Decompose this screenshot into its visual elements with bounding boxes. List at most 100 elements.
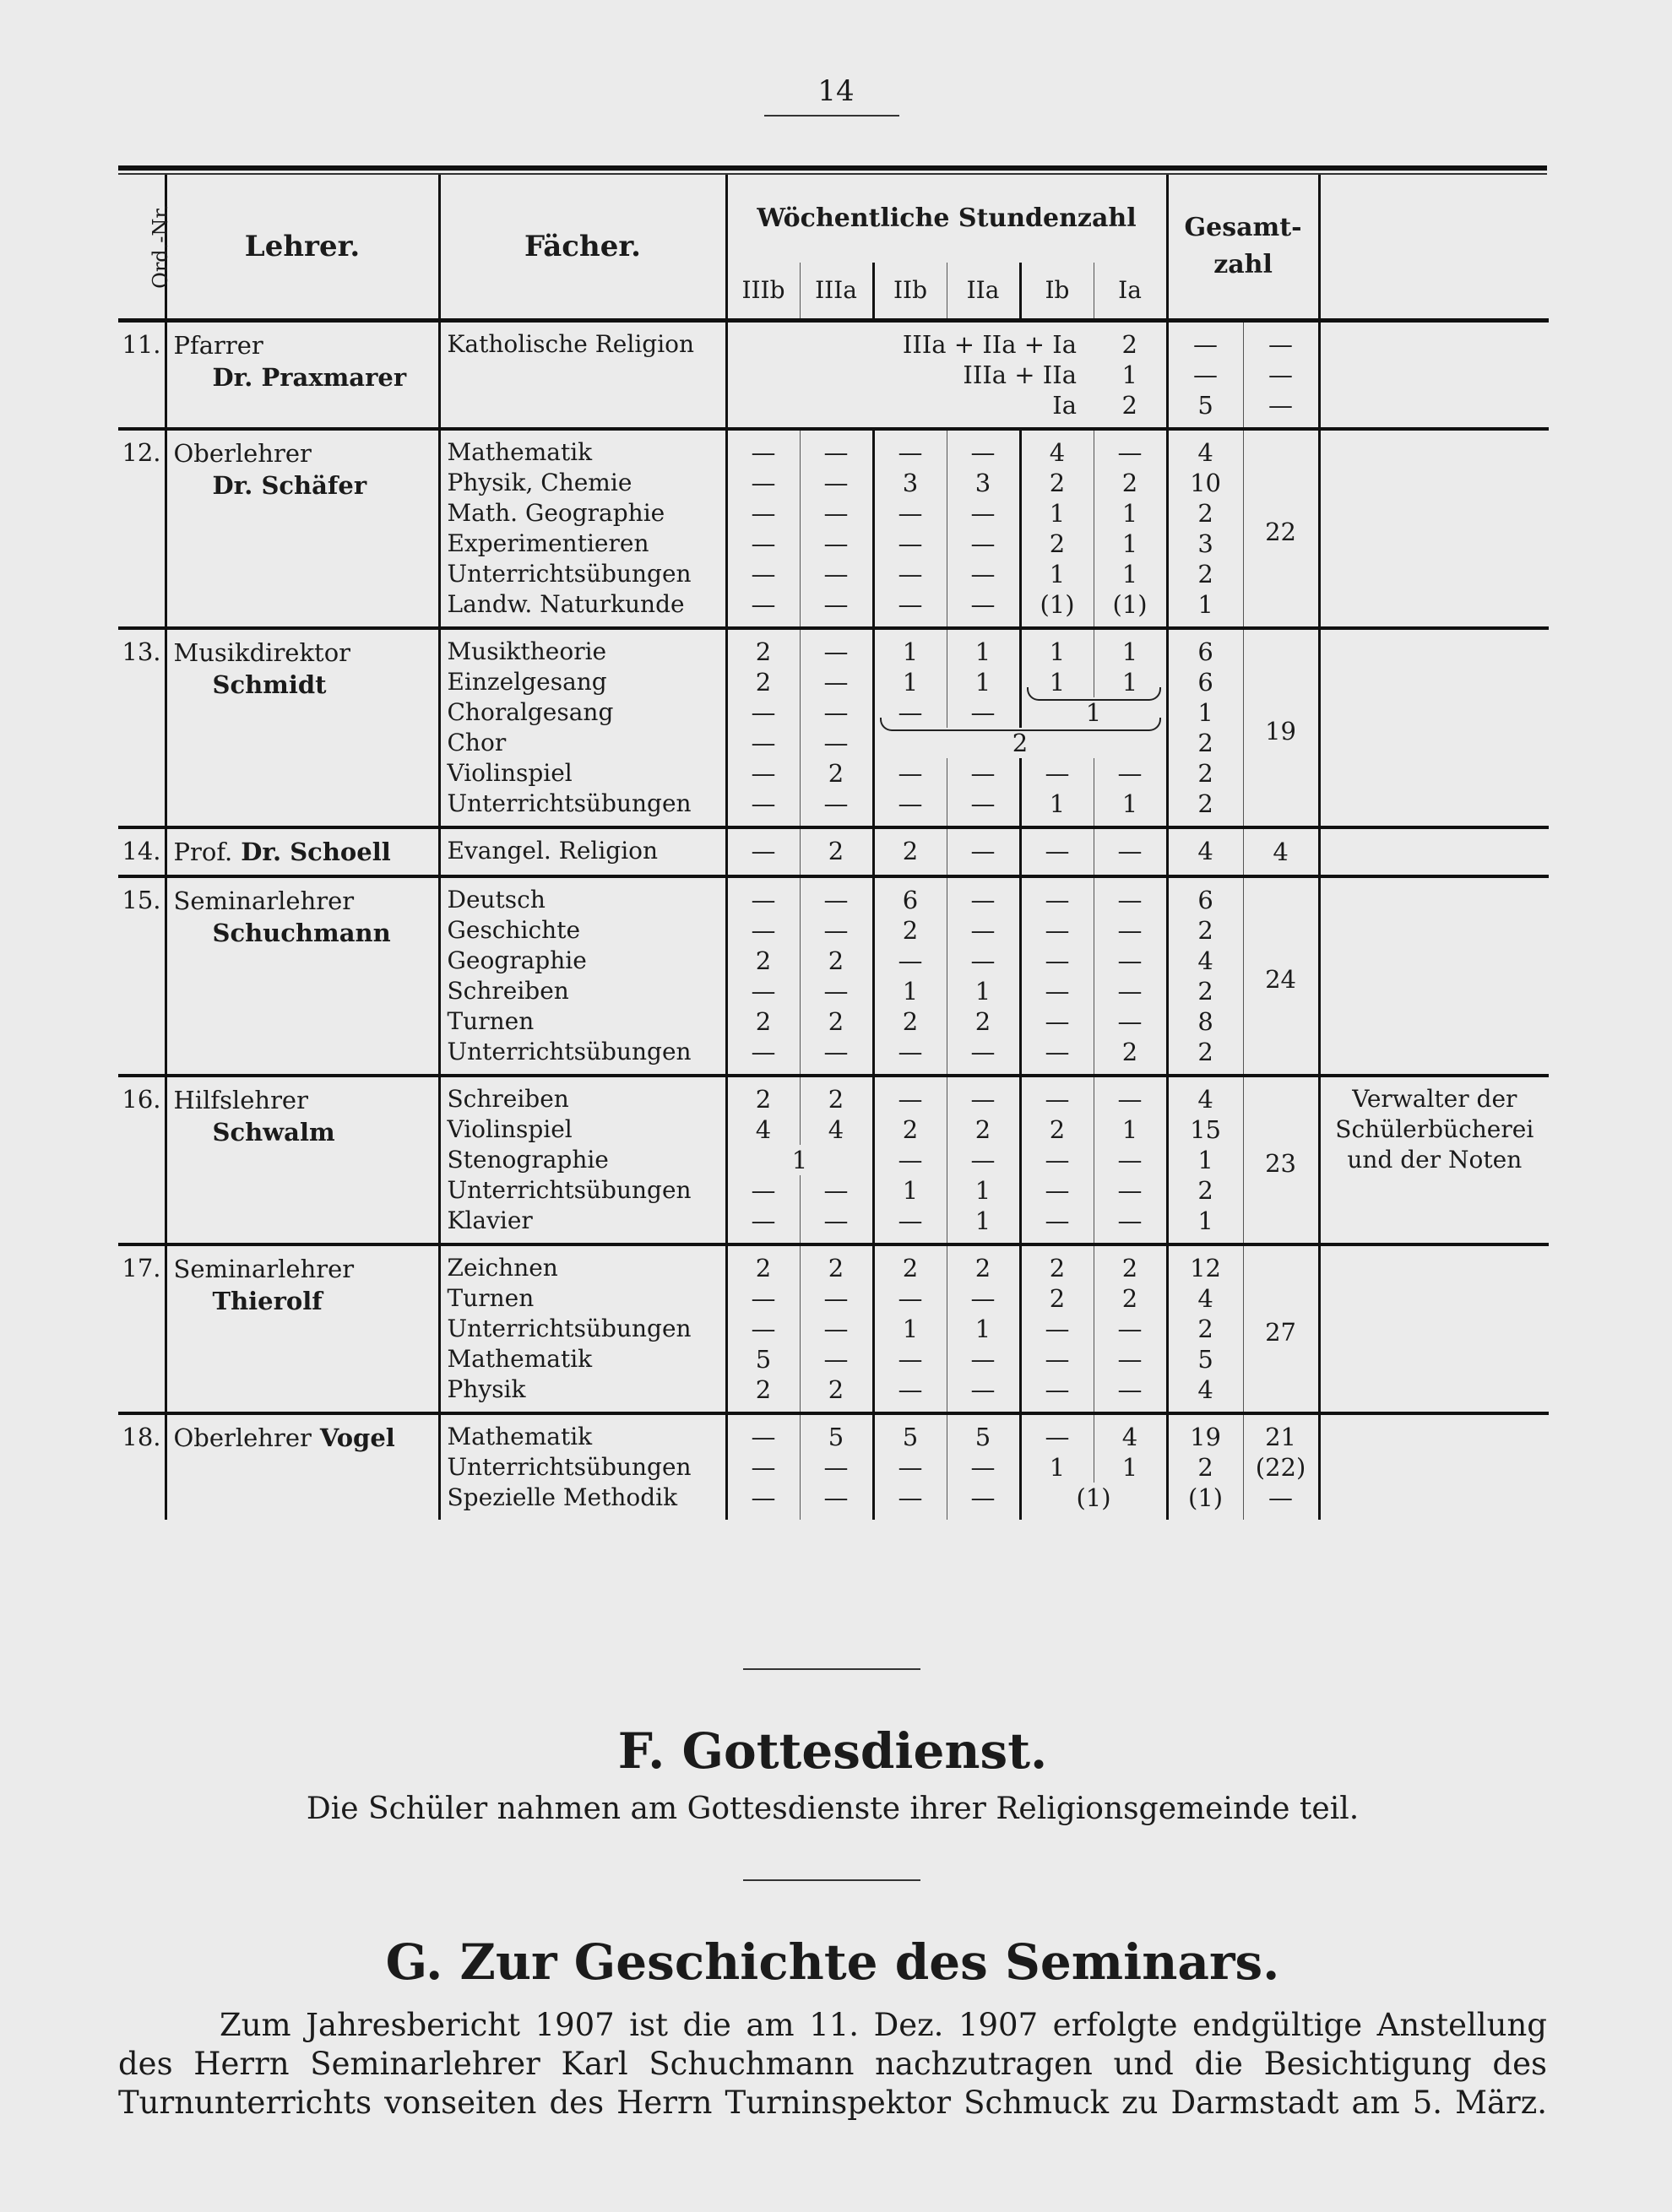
hours-cell: 1 (873, 1175, 947, 1206)
table-row: Physik 2 2— — — —4 (118, 1374, 1549, 1413)
subject-total: 1 (1167, 1206, 1244, 1244)
hours-cell: 2 (1020, 1114, 1094, 1145)
teacher-total: (22) (1243, 1452, 1321, 1483)
teacher-name: Dr. Schoell (241, 838, 391, 866)
hours-cell: — (873, 589, 947, 628)
hours-cell: — (800, 1452, 875, 1483)
hours-cell: 2 (1094, 1037, 1169, 1076)
table-row: Klavier — — —1— —1 (118, 1206, 1549, 1244)
hours-cell: — (1094, 946, 1169, 976)
hours-cell: 1 (1020, 630, 1094, 667)
table-row: Math. Geographie — — — —1 1 2 (118, 498, 1549, 529)
hours-cell: — (800, 1037, 875, 1076)
hours-cell: 1 (1020, 1452, 1094, 1483)
table-row: 16. Hilfslehrer Schwalm Schreiben 2 2— — — —4 23 V… (118, 1077, 1549, 1244)
hours-cell: — (873, 1374, 947, 1413)
subject-total: 2 (1167, 498, 1244, 529)
teacher-total: 24 (1243, 878, 1321, 1076)
subject-total: 4 (1167, 1077, 1244, 1114)
remark (1319, 431, 1549, 628)
hours-cell: 2 (726, 1374, 801, 1413)
subject-total: (1) (1167, 1483, 1244, 1520)
hours-cell: 2 (1094, 323, 1169, 360)
subject-total: — (1167, 323, 1244, 360)
subject-total: 6 (1167, 630, 1244, 667)
table-row: 17. Seminarlehrer Thierolf Zeichnen 2 2 2 2 2 2 12… (118, 1246, 1549, 1413)
hours-cell: 1 (1094, 559, 1169, 589)
subject: Physik (439, 1374, 728, 1413)
hours-cell: 6 (873, 878, 947, 915)
subject: Katholische Religion (439, 323, 728, 360)
teacher-name: Thierolf (212, 1287, 323, 1315)
teacher-cell: Musikdirektor Schmidt (166, 630, 441, 827)
hours-cell: 4 (1020, 431, 1094, 468)
hours-cell: — (873, 431, 947, 468)
hours-value: IIIa + IIa + Ia (902, 330, 1077, 359)
hours-cell: — (726, 1206, 801, 1244)
table-row: Schreiben — —1 1— —2 (118, 976, 1549, 1006)
section-f-heading: F. Gottesdienst. (617, 1722, 1048, 1780)
hours-cell: — (726, 1483, 801, 1520)
table-row: Unterrichtsübungen — —1 1— —2 (118, 1175, 1549, 1206)
hours-cell: 2 (947, 1006, 1022, 1037)
subject: Violinspiel (439, 1114, 728, 1145)
hours-cell: 2 (873, 1114, 947, 1145)
teacher-title: Seminarlehrer (173, 1255, 355, 1283)
subject: Spezielle Methodik (439, 1483, 728, 1520)
subject-total: 4 (1167, 431, 1244, 468)
hours-cell: 2 (1094, 1283, 1169, 1314)
subject-total: 1 (1167, 589, 1244, 628)
teacher-total: — (1243, 323, 1321, 360)
hours-cell: — (947, 829, 1022, 876)
hours-cell: 1 (1020, 498, 1094, 529)
hours-cell: — (800, 431, 875, 468)
subject: Chor (439, 728, 728, 758)
hours-cell: — (1094, 878, 1169, 915)
hours-cell: (1) (1020, 1483, 1169, 1520)
subject-total: 6 (1167, 878, 1244, 915)
subject-total: 1 (1167, 1145, 1244, 1175)
hours-cell: — (947, 1077, 1022, 1114)
subject-total: 2 (1167, 915, 1244, 946)
table-row: Unterrichtsübungen — — — —1 1 2 (22) (118, 1452, 1549, 1483)
subject: Unterrichtsübungen (439, 1175, 728, 1206)
table-row: Unterrichtsübungen — —1 1— —2 (118, 1314, 1549, 1344)
hours-cell: 2 (800, 758, 875, 789)
hours-cell: — (726, 431, 801, 468)
ord-nr: 11. (118, 323, 167, 429)
table-row: 15. Seminarlehrer Schuchmann Deutsch — —6— — —6… (118, 878, 1549, 1076)
teacher-cell: Oberlehrer Dr. Schäfer (166, 431, 441, 628)
hours-cell: — (947, 915, 1022, 946)
hours-cell: — (800, 1206, 875, 1244)
hours-cell: — (947, 1483, 1022, 1520)
hours-cell: 1 (1020, 559, 1094, 589)
hours-cell: — (873, 1344, 947, 1374)
hours-cell: 2 (873, 718, 1169, 758)
hours-cell: — (726, 1175, 801, 1206)
subject-total: 5 (1167, 1344, 1244, 1374)
hours-cell: — (947, 1283, 1022, 1314)
teacher-name: Schuchmann (212, 919, 391, 947)
hours-value: 2 (1012, 729, 1029, 757)
header-class-ia: Ia (1094, 262, 1169, 321)
hours-cell: — (947, 758, 1022, 789)
page-number-rule (764, 115, 899, 117)
subject: Mathematik (439, 431, 728, 468)
hours-cell: 1 (1094, 789, 1169, 827)
hours-cell: — (726, 976, 801, 1006)
hours-cell: 5 (726, 1344, 801, 1374)
subject: Landw. Naturkunde (439, 589, 728, 628)
hours-cell: 1 (1094, 1114, 1169, 1145)
hours-cell: — (873, 946, 947, 976)
teacher-name: Schwalm (212, 1118, 335, 1147)
header-weekly-hours: Wöchentliche Stundenzahl (726, 175, 1169, 263)
hours-cell: — (1094, 1344, 1169, 1374)
hours-cell: — (1094, 1175, 1169, 1206)
hours-cell: — (726, 829, 801, 876)
hours-cell: — (1094, 829, 1169, 876)
hours-cell: — (947, 1452, 1022, 1483)
hours-cell: — (726, 589, 801, 628)
teacher-title: Prof. (173, 838, 233, 866)
subject: Physik, Chemie (439, 468, 728, 498)
hours-cell: 2 (873, 829, 947, 876)
